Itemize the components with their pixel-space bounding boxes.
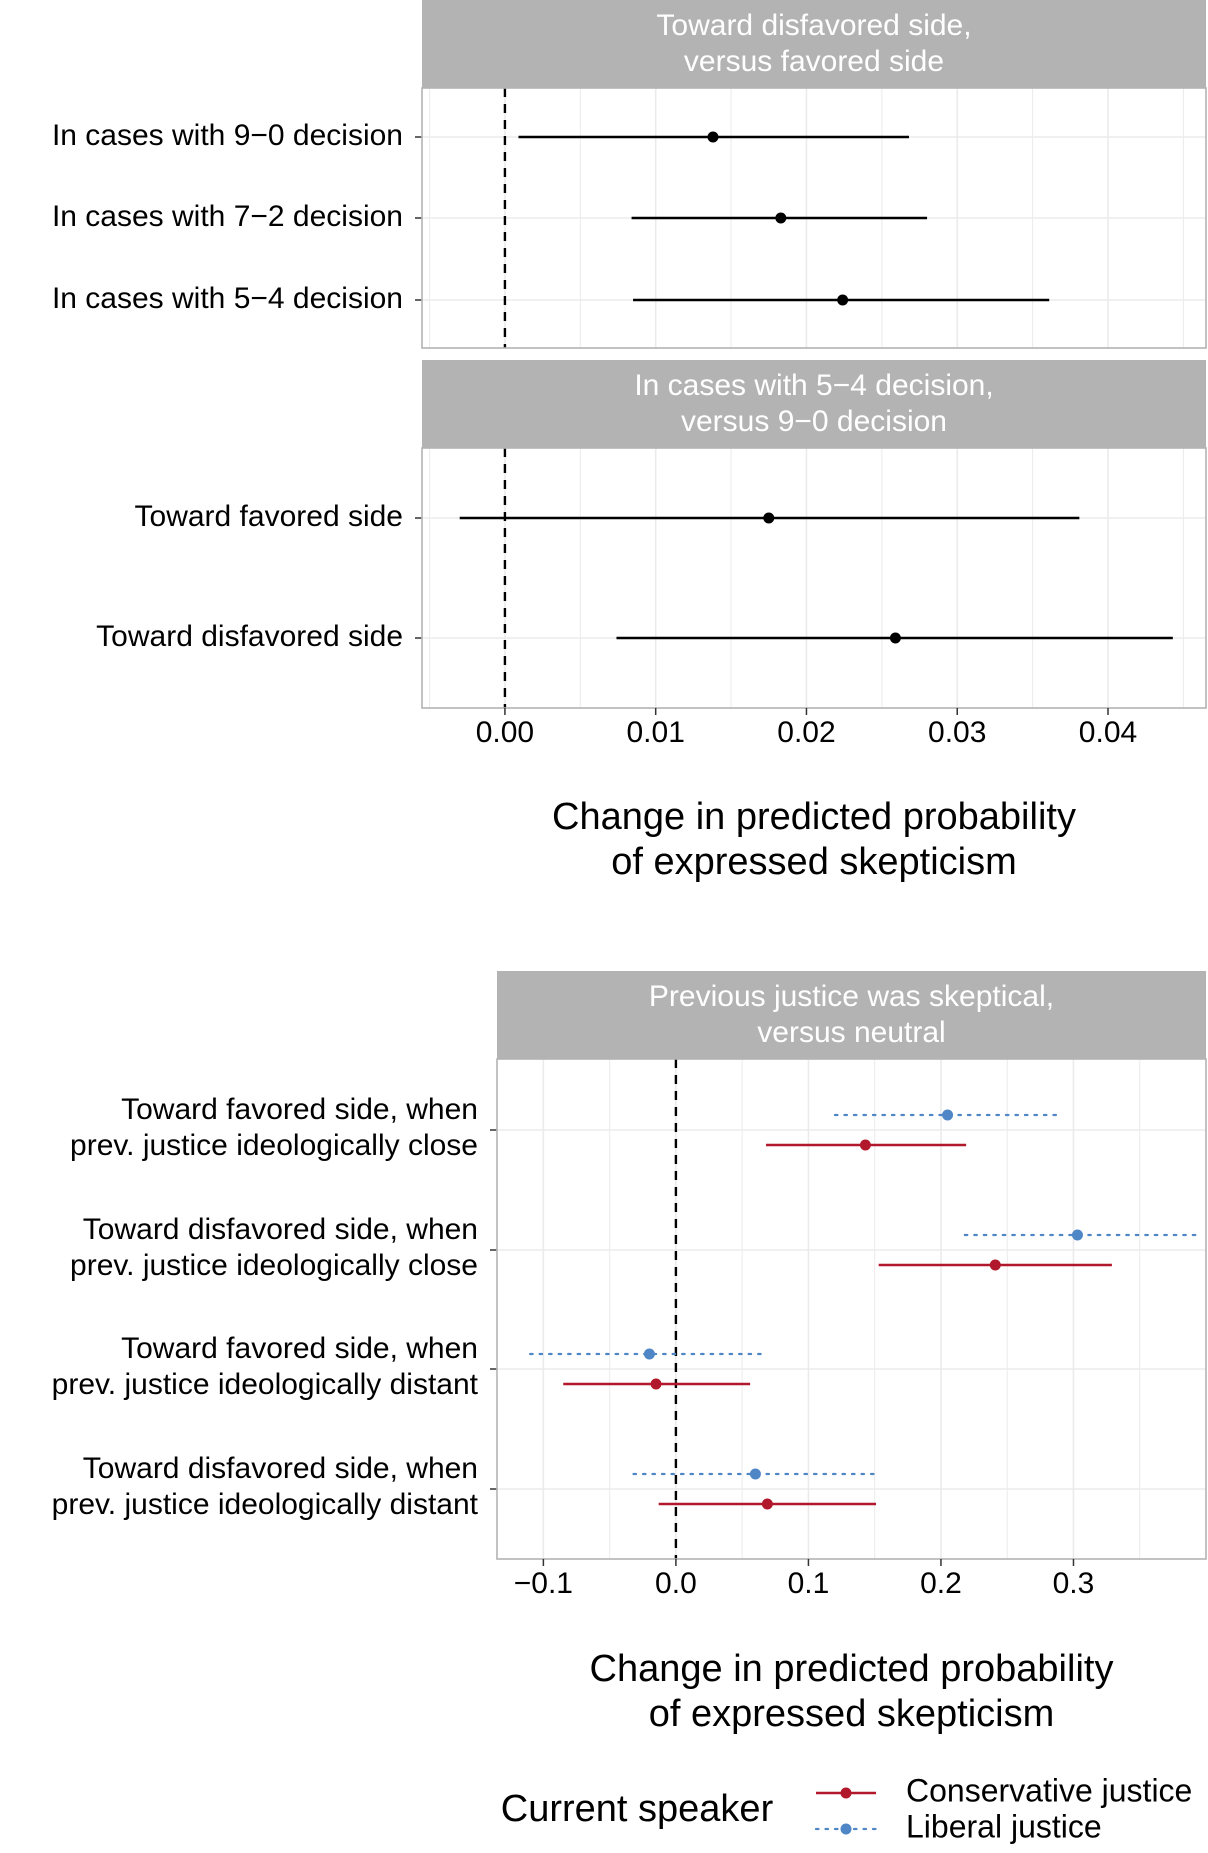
liberal-point-estimate [749,1468,761,1480]
panel-border [421,447,1207,709]
legend-key-point [840,1823,852,1835]
liberal-point-estimate [942,1109,954,1121]
y-tick-label: Toward disfavored side, when [83,1452,478,1485]
y-tick-label: In cases with 5−4 decision [52,282,403,315]
point-estimate [707,131,719,143]
liberal-point-estimate [1071,1229,1083,1241]
x-tick-label: 0.04 [1079,716,1137,749]
y-tick-label: In cases with 9−0 decision [52,119,403,152]
point-estimate [889,632,901,644]
facet-strip-label: Toward disfavored side, [656,9,971,42]
x-tick-label: −0.1 [514,1567,573,1600]
y-tick-label: Toward favored side, when [121,1332,478,1365]
facet-strip-label: versus neutral [757,1016,945,1049]
liberal-point-estimate [643,1348,655,1360]
point-estimate [837,294,849,306]
x-tick-label: 0.1 [788,1567,830,1600]
x-tick-label: 0.3 [1053,1567,1095,1600]
x-axis-title: Change in predicted probability [590,1648,1114,1690]
facet-strip [422,360,1206,448]
x-tick-label: 0.02 [777,716,835,749]
x-axis-title: of expressed skepticism [649,1693,1055,1735]
panel-border [496,1058,1207,1560]
x-tick-label: 0.01 [626,716,684,749]
x-tick-label: 0.00 [476,716,534,749]
legend-entry-label: Conservative justice [906,1772,1192,1808]
x-tick-label: 0.2 [920,1567,962,1600]
facet-strip-label: In cases with 5−4 decision, [634,369,993,402]
panel-border [421,87,1207,349]
x-axis-title: of expressed skepticism [611,841,1017,883]
conservative-point-estimate [859,1139,871,1151]
y-tick-label: prev. justice ideologically distant [52,1488,479,1521]
legend-entry-label: Liberal justice [906,1808,1102,1844]
point-estimate [763,512,775,524]
conservative-point-estimate [761,1498,773,1510]
legend-title: Current speaker [501,1788,774,1830]
x-axis-title: Change in predicted probability [552,796,1076,838]
facet-strip [422,0,1206,88]
facet-strip-label: versus favored side [684,45,944,78]
facet-strip-label: Previous justice was skeptical, [649,980,1054,1013]
y-tick-label: Toward disfavored side [96,620,403,653]
y-tick-label: Toward disfavored side, when [83,1213,478,1246]
y-tick-label: prev. justice ideologically distant [52,1368,479,1401]
y-tick-label: Toward favored side, when [121,1093,478,1126]
x-tick-label: 0.03 [928,716,986,749]
y-tick-label: Toward favored side [135,500,403,533]
y-tick-label: prev. justice ideologically close [70,1129,478,1162]
x-tick-label: 0.0 [655,1567,697,1600]
y-tick-label: prev. justice ideologically close [70,1249,478,1282]
legend-key-point [840,1787,852,1799]
facet-strip-label: versus 9−0 decision [681,405,947,438]
point-estimate [775,212,787,224]
y-tick-label: In cases with 7−2 decision [52,200,403,233]
conservative-point-estimate [989,1259,1001,1271]
facet-strip [497,971,1206,1059]
conservative-point-estimate [650,1378,662,1390]
